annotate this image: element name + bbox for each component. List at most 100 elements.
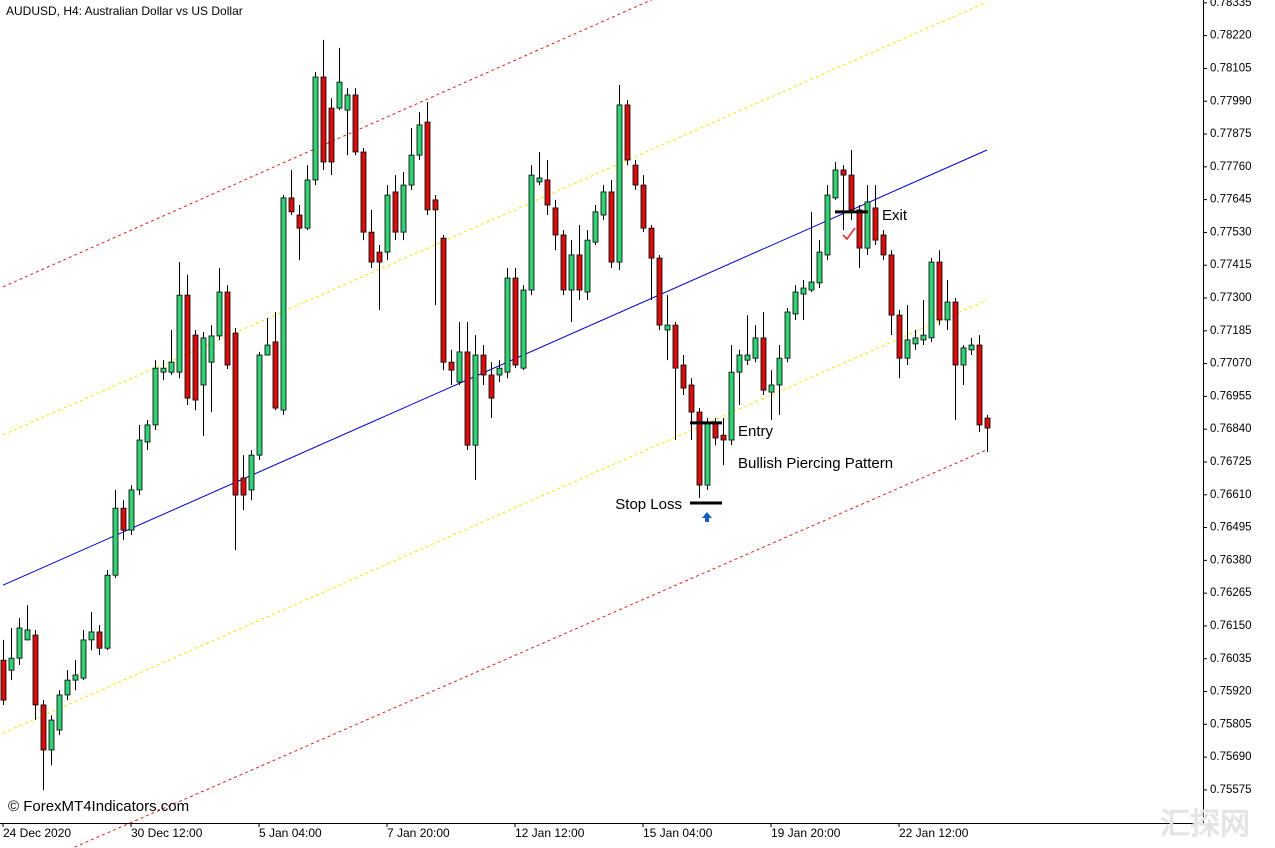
annotations: Entry Stop Loss Exit	[615, 207, 908, 513]
candle-body	[792, 291, 799, 315]
candle-body	[544, 179, 551, 206]
candle-body	[224, 291, 231, 366]
level-label: Stop Loss	[615, 496, 682, 513]
channel-line	[2, 299, 988, 734]
y-tick-label: 0.77760	[1210, 161, 1252, 173]
candle-body	[952, 301, 959, 366]
candle-body	[512, 277, 519, 366]
candle-body	[736, 354, 743, 373]
candle-body	[912, 337, 919, 345]
candle-body	[616, 104, 623, 263]
y-tick-label: 0.76495	[1210, 522, 1252, 534]
y-tick-label: 0.76840	[1210, 423, 1252, 435]
candle-body	[344, 94, 351, 111]
candle-body	[0, 659, 7, 701]
candle-body	[520, 289, 527, 369]
y-tick-label: 0.77070	[1210, 358, 1252, 370]
candle-body	[728, 371, 735, 441]
candle-body	[632, 164, 639, 186]
candle-body	[784, 311, 791, 359]
candle-body	[888, 254, 895, 316]
candle-body	[840, 169, 847, 176]
candle-body	[272, 341, 279, 409]
exit-check	[842, 227, 856, 241]
candle-body	[376, 251, 383, 263]
candle-body	[48, 719, 55, 751]
x-tick-label: 7 Jan 20:00	[387, 826, 450, 840]
x-tick-label: 12 Jan 12:00	[515, 826, 585, 840]
y-tick-label: 0.77645	[1210, 194, 1252, 206]
candle-body	[680, 364, 687, 389]
candle-body	[168, 361, 175, 373]
candle-body	[984, 417, 991, 429]
candle-body	[312, 76, 319, 181]
candle-body	[416, 124, 423, 156]
logo: 汇探网	[1160, 808, 1250, 841]
candle-body	[760, 337, 767, 391]
candle-body	[184, 294, 191, 399]
y-tick-label: 0.77875	[1210, 128, 1252, 140]
y-tick-label: 0.75575	[1210, 784, 1252, 796]
candle-body	[592, 211, 599, 243]
candle-body	[832, 169, 839, 199]
y-tick-label: 0.76725	[1210, 456, 1252, 468]
channel-lines	[2, 0, 988, 848]
candle-body	[896, 314, 903, 359]
candle-body	[32, 634, 39, 706]
candle-body	[264, 344, 271, 356]
candle-body	[208, 335, 215, 363]
candle-body	[824, 194, 831, 256]
y-tick-label: 0.76610	[1210, 489, 1252, 501]
candle-body	[120, 507, 127, 531]
candle-body	[200, 337, 207, 386]
candle-body	[368, 231, 375, 263]
candle-body	[176, 294, 183, 373]
candle-body	[40, 704, 47, 751]
candle-body	[488, 374, 495, 399]
y-tick-label: 0.77185	[1210, 325, 1252, 337]
level-label: Exit	[882, 207, 908, 224]
candle-body	[400, 184, 407, 233]
candle-body	[448, 361, 455, 371]
candle-body	[96, 631, 103, 649]
candle-body	[776, 357, 783, 386]
candle-body	[848, 174, 855, 211]
y-tick-label: 0.76150	[1210, 620, 1252, 632]
candle-body	[384, 194, 391, 253]
candle-body	[752, 337, 759, 359]
candle-body	[696, 411, 703, 486]
candle-body	[296, 214, 303, 229]
candle-body	[608, 191, 615, 263]
candle-body	[600, 191, 607, 216]
candle-body	[968, 344, 975, 351]
candle-body	[360, 151, 367, 233]
candle-body	[192, 334, 199, 401]
candle-body	[576, 254, 583, 291]
candle-body	[624, 104, 631, 161]
y-tick-label: 0.77415	[1210, 259, 1252, 271]
candle-body	[720, 434, 727, 441]
candle-body	[424, 121, 431, 211]
y-tick-label: 0.75690	[1210, 751, 1252, 763]
candle-body	[304, 179, 311, 229]
candle-body	[880, 234, 887, 256]
candle-body	[88, 631, 95, 641]
candle-body	[216, 291, 223, 337]
y-tick-label: 0.75920	[1210, 686, 1252, 698]
candle-body	[800, 287, 807, 295]
candle-body	[328, 107, 335, 163]
y-tick-label: 0.75805	[1210, 718, 1252, 730]
x-tick-label: 22 Jan 12:00	[899, 826, 969, 840]
candle-body	[504, 277, 511, 373]
y-tick-label: 0.78220	[1210, 30, 1252, 42]
y-tick-label: 0.76035	[1210, 653, 1252, 665]
buy-arrow	[702, 512, 712, 522]
candle-body	[144, 424, 151, 443]
candle-body	[160, 367, 167, 373]
candle-body	[80, 639, 87, 679]
candle-body	[704, 421, 711, 486]
candle-body	[768, 384, 775, 393]
